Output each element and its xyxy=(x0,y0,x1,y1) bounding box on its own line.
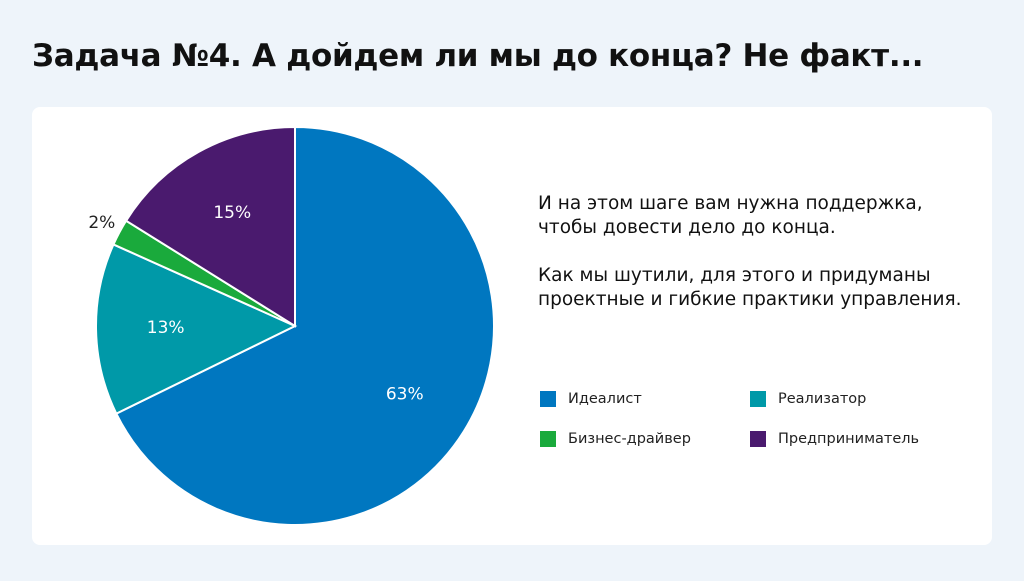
value-label: 13% xyxy=(147,318,185,338)
pie-slice xyxy=(124,125,296,328)
legend-swatch xyxy=(540,431,556,447)
legend-swatch xyxy=(750,391,766,407)
slide-title: Задача №4. А дойдем ли мы до конца? Не ф… xyxy=(32,38,924,74)
legend-swatch xyxy=(750,431,766,447)
value-label: 15% xyxy=(213,203,251,223)
legend-label: Бизнес-драйвер xyxy=(568,431,691,447)
value-label: 2% xyxy=(88,213,115,233)
legend-swatch xyxy=(540,391,556,407)
pie-slice xyxy=(95,243,298,415)
pie-slice xyxy=(114,125,495,526)
legend-label: Идеалист xyxy=(568,391,642,407)
value-label: 63% xyxy=(386,384,424,404)
legend-label: Предприниматель xyxy=(778,431,919,447)
paragraph: Как мы шутили, для этого и придуманы про… xyxy=(538,265,962,310)
legend-label: Реализатор xyxy=(778,391,866,407)
paragraph: И на этом шаге вам нужна поддержка, чтоб… xyxy=(538,193,923,238)
